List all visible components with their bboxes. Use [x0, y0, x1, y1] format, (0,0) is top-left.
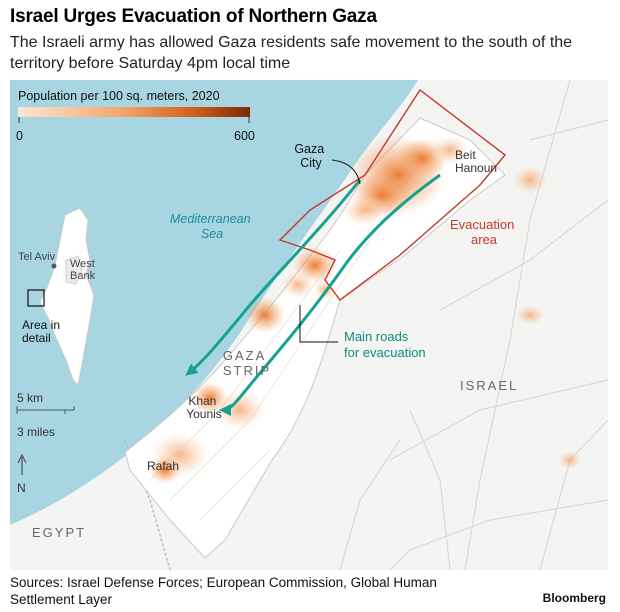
inset-israel-shape	[39, 207, 95, 387]
legend-title: Population per 100 sq. meters, 2020	[18, 89, 220, 103]
page-subtitle: The Israeli army has allowed Gaza reside…	[10, 34, 573, 72]
population-density	[149, 135, 582, 484]
rafah-label: Rafah	[147, 459, 179, 473]
legend-max-label: 600	[234, 129, 255, 143]
gaza-strip-label: GAZA STRIP	[223, 348, 271, 378]
inset-west-bank	[65, 255, 83, 285]
inset-map: Tel Aviv West Bank Area in detail	[18, 207, 98, 387]
inset-tel-aviv-label: Tel Aviv	[18, 251, 56, 263]
gaza-city-pointer	[331, 159, 361, 185]
scale-km-label: 5 km	[17, 391, 43, 405]
israel-label: ISRAEL	[460, 378, 518, 393]
scale-miles-label: 3 miles	[17, 425, 55, 439]
legend-color-bar	[18, 107, 250, 117]
inset-tel-aviv-dot	[51, 263, 57, 269]
map: Population per 100 sq. meters, 2020 0 60…	[10, 80, 608, 570]
inset-area-detail-label: Area in detail	[22, 318, 63, 345]
inset-detail-box	[27, 289, 45, 307]
main-roads-label: Main roads for evacuation	[344, 329, 426, 360]
egypt-label: EGYPT	[32, 525, 86, 540]
page-title: Israel Urges Evacuation of Northern Gaza	[10, 6, 377, 27]
legend-min-label: 0	[16, 129, 23, 143]
gaza-city-label: Gaza City	[294, 142, 327, 170]
main-roads-pointer	[299, 305, 338, 343]
bloomberg-logo: Bloomberg	[542, 591, 606, 605]
sources-note: Sources: Israel Defense Forces; European…	[10, 575, 437, 607]
evacuation-road-salah-al-din	[219, 173, 441, 416]
evacuation-area-outline	[278, 88, 507, 301]
khan-younis-label: Khan Younis	[186, 394, 222, 421]
beit-hanoun-label: Beit Hanoun	[455, 148, 497, 175]
scale-bar: 5 km 3 miles	[16, 391, 75, 439]
evacuation-area-label: Evacuation area	[450, 217, 518, 247]
mediterranean-sea	[10, 80, 418, 525]
north-label: N	[17, 481, 26, 495]
inset-west-bank-label: West Bank	[70, 258, 98, 282]
mediterranean-label: Mediterranean Sea	[170, 212, 254, 241]
north-arrow: N	[17, 453, 27, 495]
evacuation-road-coastal	[185, 179, 362, 376]
